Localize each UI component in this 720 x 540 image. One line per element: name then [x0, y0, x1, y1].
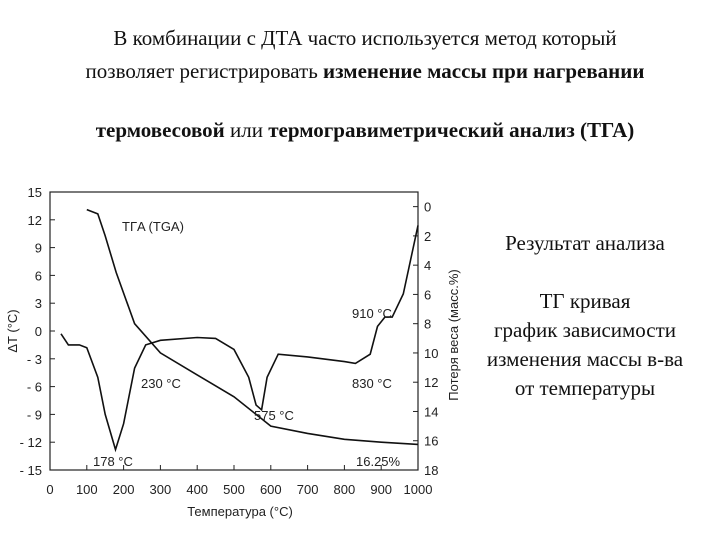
side-line: от температуры [515, 376, 655, 400]
annotation: 178 °C [93, 454, 133, 469]
y2-axis-label: Потеря веса (масс.%) [446, 269, 461, 400]
y-axis-label: ΔT (°C) [5, 309, 20, 352]
x-axis-label: Температура (°C) [187, 504, 293, 519]
x-tick-label: 900 [370, 482, 392, 497]
y-tick-label: 0 [35, 324, 42, 339]
slide-text: позволяет регистрировать [86, 59, 318, 83]
series-label: TГA (TGA) [122, 219, 184, 234]
side-line: ТГ кривая [540, 289, 631, 313]
chart: 0 100 200 300 400 500 600 700 800 900 100015129630… [5, 185, 461, 519]
y-tick-label: - 3 [27, 352, 42, 367]
y2-tick-label: 12 [424, 375, 438, 390]
data-line [60, 225, 419, 453]
y2-tick-label: 18 [424, 463, 438, 478]
annotation: 910 °C [352, 306, 392, 321]
slide-text: позволяет регистрировать изменение массы… [86, 59, 645, 83]
y-tick-label: - 12 [20, 435, 42, 450]
data-line [86, 208, 419, 446]
annotation: 230 °C [141, 376, 181, 391]
slide-text: термовесовой или термогравиметрический а… [96, 118, 635, 142]
annotation: 16.25% [356, 454, 401, 469]
y2-tick-label: 2 [424, 229, 431, 244]
y2-tick-label: 14 [424, 404, 438, 419]
x-tick-label: 300 [150, 482, 172, 497]
x-tick-label: 200 [113, 482, 135, 497]
x-tick-label: 0 [46, 482, 53, 497]
slide-text: изменение массы при нагревании [323, 59, 644, 83]
slide-text: или [230, 118, 263, 142]
y-tick-label: - 9 [27, 407, 42, 422]
slide-text: В комбинации с ДТА часто используется ме… [113, 26, 616, 50]
x-tick-label: 1000 [404, 482, 433, 497]
y2-tick-label: 8 [424, 317, 431, 332]
x-tick-label: 800 [334, 482, 356, 497]
side-line: график зависимости [494, 318, 676, 342]
annotation: 830 °C [352, 376, 392, 391]
x-tick-label: 500 [223, 482, 245, 497]
slide-text: термогравиметрический анализ (ТГА) [268, 118, 634, 142]
side-text: Результат анализа ТГ кривая график зависим… [487, 231, 684, 400]
y-tick-label: 15 [28, 185, 42, 200]
side-line: Результат анализа [505, 231, 665, 255]
x-tick-label: 700 [297, 482, 319, 497]
x-tick-label: 600 [260, 482, 282, 497]
y-tick-label: 9 [35, 241, 42, 256]
y2-tick-label: 6 [424, 287, 431, 302]
y2-tick-label: 16 [424, 434, 438, 449]
slide-text: термовесовой [96, 118, 225, 142]
y2-tick-label: 4 [424, 258, 431, 273]
side-line: изменения массы в-ва [487, 347, 684, 371]
x-tick-label: 400 [186, 482, 208, 497]
y-tick-label: 12 [28, 213, 42, 228]
y-tick-label: - 6 [27, 380, 42, 395]
y2-tick-label: 0 [424, 200, 431, 215]
annotation: 575 °C [254, 408, 294, 423]
x-tick-label: 100 [76, 482, 98, 497]
y-tick-label: 6 [35, 268, 42, 283]
y-tick-label: - 15 [20, 463, 42, 478]
y-tick-label: 3 [35, 296, 42, 311]
y2-tick-label: 10 [424, 346, 438, 361]
